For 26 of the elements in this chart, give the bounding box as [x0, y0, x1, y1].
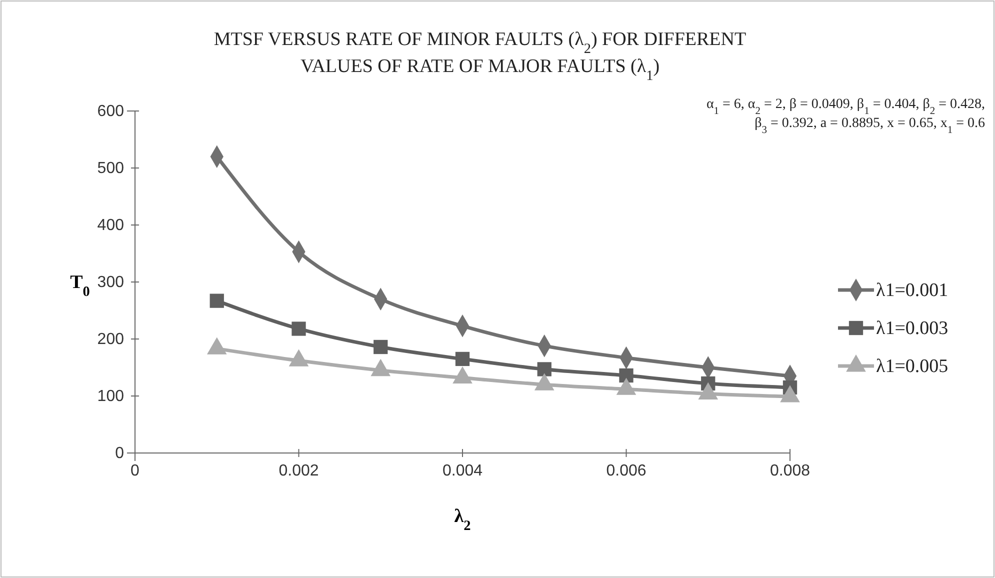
y-tick-label: 400: [97, 217, 124, 234]
x-tick-label: 0.006: [606, 462, 646, 480]
legend-label: λ1=0.005: [876, 356, 948, 377]
x-tick-label: 0.004: [442, 462, 483, 480]
point: [619, 368, 634, 383]
point: [292, 322, 306, 336]
x-tick-label: 0.008: [770, 462, 810, 480]
legend-label: λ1=0.003: [876, 318, 948, 339]
y-tick-label: 100: [97, 388, 124, 406]
point: [210, 294, 224, 308]
text: α$_{1}$ = 6, α$_{2}$ = 2, β = 0.0409, β$_{1}$ = 0.404, β$_{2}$ = 0.428,: [706, 97, 985, 116]
annotation: β$_{3}$ = 0.392, a = 0.8895, x = 0.65, x$_{1}$ = 0.6: [754, 116, 985, 136]
point: [455, 352, 470, 366]
x-tick-label: 0.002: [278, 462, 319, 480]
chart-title: MTSF VERSUS RATE OF MINOR FAULTS (λ$_{2}$) FOR DIFFERENT VALUES OF RATE OF MAJOR FAULTS (λ$_{1}$): [214, 29, 747, 84]
y-axis-title: T$_{0}$: [70, 272, 90, 300]
point: [374, 340, 388, 354]
y-tick-label: 200: [97, 331, 124, 348]
y-tick-label: 600: [97, 103, 124, 120]
y-tick-label: 500: [97, 160, 124, 178]
x-tick-label: 0: [130, 462, 140, 480]
y-tick-label: 300: [97, 274, 124, 292]
point: [537, 362, 552, 376]
y-tick-label: 0: [115, 445, 124, 462]
x-axis-title: λ$_{2}$: [454, 506, 471, 534]
legend-label: λ1=0.001: [876, 280, 948, 301]
